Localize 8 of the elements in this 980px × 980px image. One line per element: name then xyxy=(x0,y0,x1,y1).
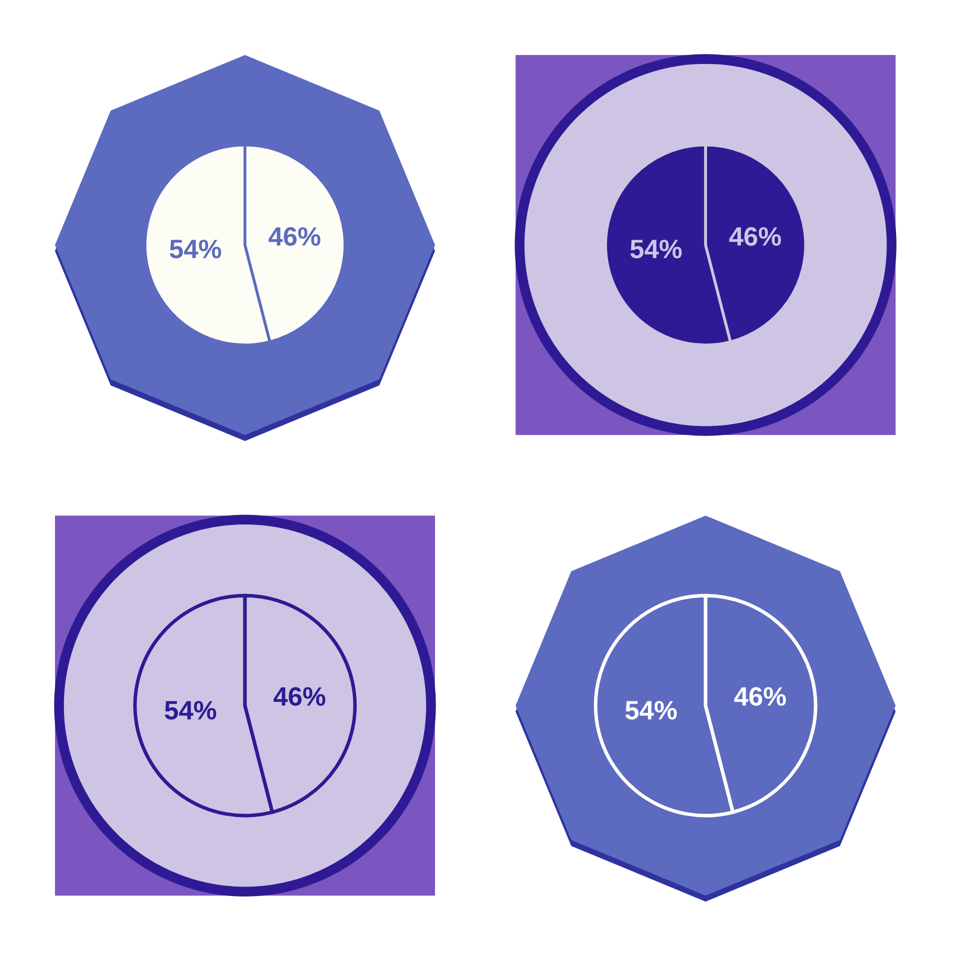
data-label: 46% xyxy=(734,687,786,706)
data-label: 46% xyxy=(274,687,326,706)
data-label: 46% xyxy=(729,227,781,246)
data-label: 54% xyxy=(164,700,216,720)
data-label: 46% xyxy=(268,227,320,246)
data-label: 54% xyxy=(625,700,677,720)
data-label: 54% xyxy=(630,240,682,258)
data-label: 54% xyxy=(170,240,222,258)
